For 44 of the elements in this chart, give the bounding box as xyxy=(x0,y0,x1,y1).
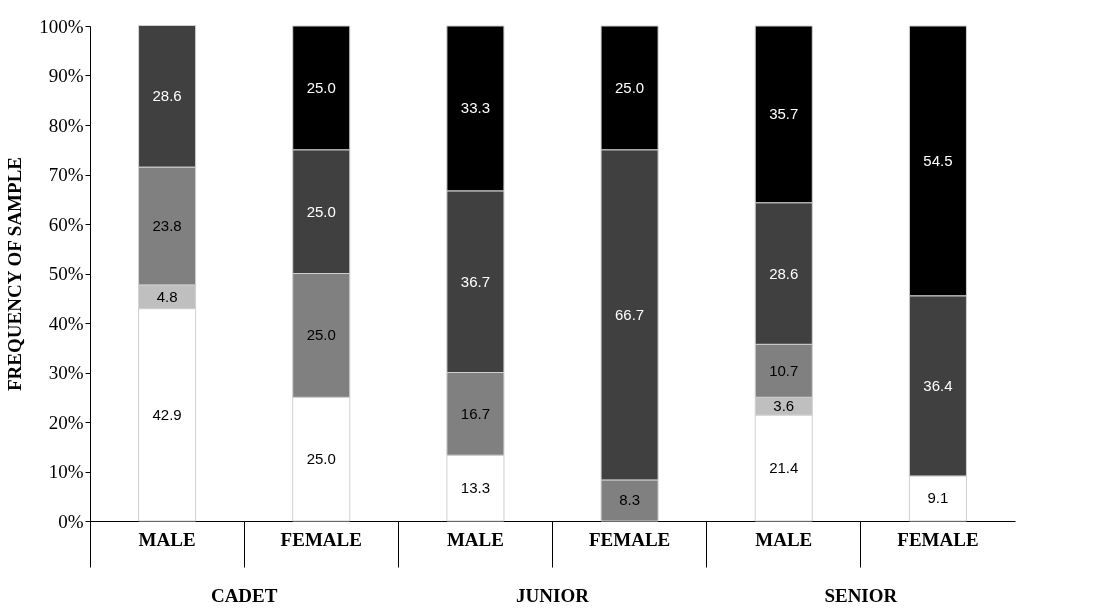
data-label: 54.5 xyxy=(923,151,953,169)
y-axis-title: FREQUENCY OF SAMPLE xyxy=(4,157,26,391)
data-label: 9.1 xyxy=(927,489,949,507)
x-tick-label: MALE xyxy=(138,528,196,550)
y-tick-label: 90% xyxy=(48,65,84,86)
y-tick-label: 50% xyxy=(48,263,84,284)
y-tick-label: 60% xyxy=(48,213,84,235)
data-label: 36.4 xyxy=(923,376,953,394)
data-label: 21.4 xyxy=(769,459,799,477)
data-label: 25.0 xyxy=(306,78,336,96)
data-label: 35.7 xyxy=(769,105,799,123)
data-label: 25.0 xyxy=(614,78,645,96)
data-label: 66.7 xyxy=(614,305,645,323)
text: SENIOR xyxy=(824,585,898,606)
x-tick-label: MALE xyxy=(446,528,504,550)
y-tick-label: 70% xyxy=(48,164,84,185)
data-label: 36.7 xyxy=(460,272,491,290)
y-tick-label: 40% xyxy=(48,312,84,334)
x-tick-label: FEMALE xyxy=(897,528,979,550)
data-label: 10.7 xyxy=(769,361,799,379)
y-tick-label: 0% xyxy=(58,510,84,532)
y-tick-label: 80% xyxy=(48,114,84,136)
data-label: 25.0 xyxy=(306,450,336,468)
y-tick-label: 100% xyxy=(39,15,84,37)
data-label: 13.3 xyxy=(460,479,491,497)
data-label: 25.0 xyxy=(306,326,336,344)
data-label: 33.3 xyxy=(460,99,491,117)
x-tick-label: FEMALE xyxy=(588,528,671,550)
data-label: 8.3 xyxy=(619,491,641,509)
text: JUNIOR xyxy=(516,585,590,606)
data-label: 23.8 xyxy=(152,216,182,234)
data-label: 28.6 xyxy=(769,264,799,282)
data-label: 28.6 xyxy=(152,87,182,105)
y-tick-label: 20% xyxy=(48,411,84,433)
data-label: 42.9 xyxy=(152,405,182,423)
data-label: 4.8 xyxy=(156,287,178,305)
data-label: 3.6 xyxy=(773,397,795,415)
y-tick-label: 30% xyxy=(48,362,84,383)
data-label: 16.7 xyxy=(460,404,491,422)
y-tick-label: 10% xyxy=(48,461,84,482)
x-tick-label: FEMALE xyxy=(280,528,362,550)
data-label: 25.0 xyxy=(306,202,336,220)
x-tick-label: MALE xyxy=(755,528,813,550)
text: CADET xyxy=(210,585,278,606)
